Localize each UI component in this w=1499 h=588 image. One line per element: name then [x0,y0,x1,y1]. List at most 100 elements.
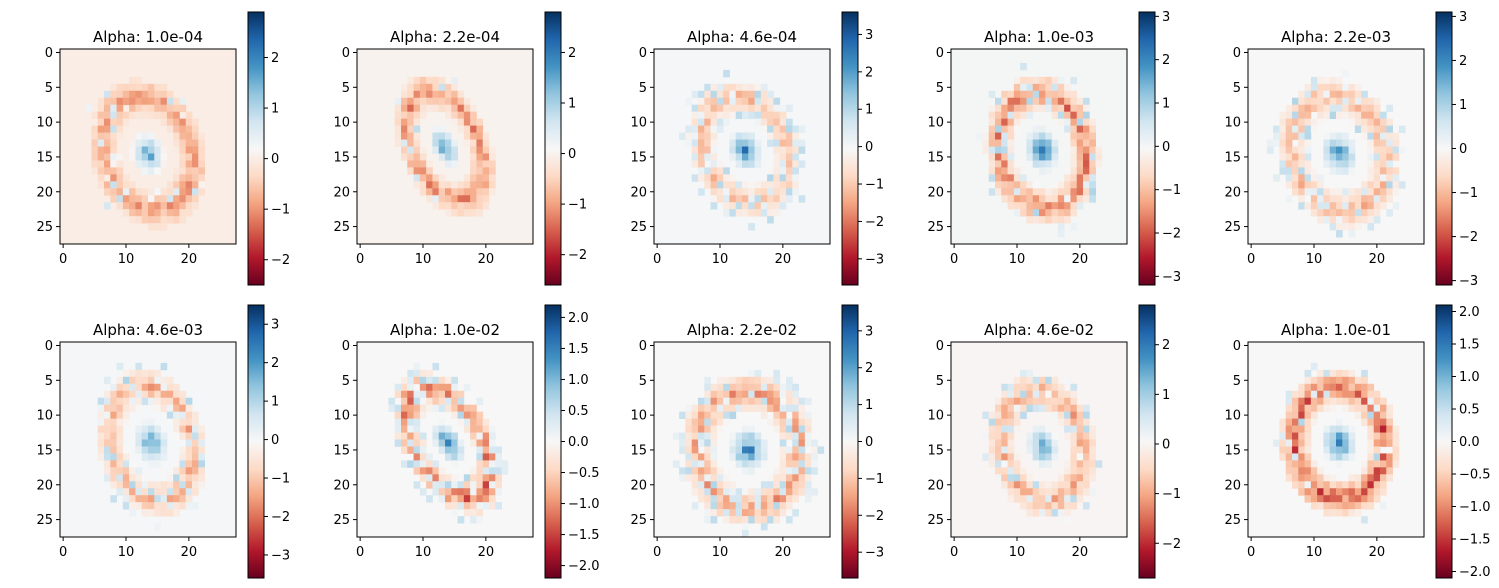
y-tick-label: 20 [630,478,647,493]
heatmap-panel: Alpha: 2.2e-02 0 10 20 0 5 10 15 20 25 −3 −2 −1 0 1 2 3 [630,304,884,579]
heatmap-pixels [679,69,806,231]
y-tick-label: 0 [45,339,53,354]
colorbar [1138,304,1156,579]
colorbar-tick-label: −1.0 [1459,500,1491,515]
colorbar [544,11,562,286]
y-tick-label: 20 [36,185,53,200]
y-tick-label: 25 [1224,513,1241,528]
axes-frame [1247,48,1425,245]
colorbar-tick-label: −1 [1162,183,1181,198]
colorbar-tick-label: −1 [271,472,290,487]
panel-title: Alpha: 2.2e-03 [1281,28,1391,46]
y-tick-label: 0 [342,339,350,354]
colorbar-tick-label: −3 [865,546,884,561]
y-tick-label: 20 [36,478,53,493]
colorbar-tick-label: −1 [1459,186,1478,201]
colorbar-tick-label: 0 [865,435,873,450]
colorbar-tick-label: 3 [1162,10,1170,25]
colorbar-tick-label: −3 [1162,270,1181,285]
panel-title: Alpha: 2.2e-02 [687,321,797,339]
colorbar-tick-label: 2 [271,356,279,371]
x-tick-label: 0 [356,545,364,560]
colorbar-tick-label: 1.5 [1459,338,1480,353]
colorbar-tick-label: 2 [1459,54,1467,69]
x-tick-label: 20 [478,252,495,267]
colorbar-tick-label: −1 [865,472,884,487]
axes-frame [356,341,534,538]
colorbar-tick-label: −2 [568,248,587,263]
colorbar-tick-label: 0.5 [1459,403,1480,418]
heatmap-pixels [672,369,825,538]
heatmap-panel: Alpha: 4.6e-04 0 10 20 0 5 10 15 20 25 −3 −2 −1 0 1 2 3 [630,11,884,286]
y-tick-label: 15 [333,150,350,165]
y-tick-label: 20 [1224,185,1241,200]
colorbar [1435,11,1453,286]
y-tick-label: 5 [342,81,350,96]
colorbar-tick-label: 0 [271,433,279,448]
y-tick-label: 15 [36,150,53,165]
colorbar-tick-label: 0 [1459,142,1467,157]
x-tick-label: 10 [1009,545,1026,560]
x-tick-label: 0 [653,252,661,267]
colorbar-tick-label: −2 [865,509,884,524]
panel-title: Alpha: 1.0e-03 [984,28,1094,46]
y-tick-label: 25 [333,513,350,528]
colorbar-tick-label: −2 [271,510,290,525]
colorbar-tick-label: 1.0 [1459,370,1480,385]
heatmap-pixels [976,62,1103,238]
colorbar-tick-label: 0.0 [568,435,589,450]
colorbar [1435,304,1453,579]
heatmap-panel: Alpha: 4.6e-02 0 10 20 0 5 10 15 20 25 −2 −1 0 1 2 [927,304,1181,579]
colorbar-tick-label: 1 [271,395,279,410]
x-tick-label: 0 [950,252,958,267]
y-tick-label: 5 [936,374,944,389]
colorbar-tick-label: −2.0 [1459,565,1491,580]
colorbar-tick-label: 1.5 [568,342,589,357]
colorbar-tick-label: 2 [865,361,873,376]
heatmap-panel: Alpha: 1.0e-03 0 10 20 0 5 10 15 20 25 −3 −2 −1 0 1 2 3 [927,10,1181,286]
y-tick-label: 0 [342,46,350,61]
colorbar [247,304,265,579]
y-tick-label: 15 [1224,443,1241,458]
y-tick-label: 15 [630,150,647,165]
y-tick-label: 5 [639,374,647,389]
y-tick-label: 15 [630,443,647,458]
panel-title: Alpha: 1.0e-02 [390,321,500,339]
x-tick-label: 10 [415,545,432,560]
heatmap-pixels [85,76,205,231]
y-tick-label: 10 [1224,116,1241,131]
y-tick-label: 0 [936,46,944,61]
y-tick-label: 25 [630,513,647,528]
colorbar-tick-label: 0.0 [1459,435,1480,450]
x-tick-label: 20 [1369,545,1386,560]
colorbar-tick-label: 0 [568,147,576,162]
y-tick-label: 15 [333,443,350,458]
x-tick-label: 20 [1072,545,1089,560]
colorbar-tick-label: −3 [865,252,884,267]
heatmap-pixels [388,362,509,524]
colorbar-tick-label: −1.5 [568,528,600,543]
y-tick-label: 0 [639,339,647,354]
y-tick-label: 20 [630,185,647,200]
x-tick-label: 0 [356,252,364,267]
panel-title: Alpha: 1.0e-04 [93,28,203,46]
x-tick-label: 10 [712,545,729,560]
y-tick-label: 20 [927,478,944,493]
x-tick-label: 10 [712,252,729,267]
colorbar-tick-label: 3 [865,28,873,43]
axes-frame [950,341,1128,538]
colorbar-tick-label: 2 [1162,338,1170,353]
x-tick-label: 10 [1009,252,1026,267]
colorbar-tick-label: 1 [865,398,873,413]
y-tick-label: 10 [630,409,647,424]
y-tick-label: 20 [1224,478,1241,493]
panel-title: Alpha: 4.6e-04 [687,28,797,46]
colorbar-tick-label: 0.5 [568,404,589,419]
y-tick-label: 15 [1224,150,1241,165]
x-tick-label: 20 [181,252,198,267]
y-tick-label: 10 [36,116,53,131]
y-tick-label: 5 [342,374,350,389]
x-tick-label: 10 [1306,545,1323,560]
y-tick-label: 25 [1224,220,1241,235]
